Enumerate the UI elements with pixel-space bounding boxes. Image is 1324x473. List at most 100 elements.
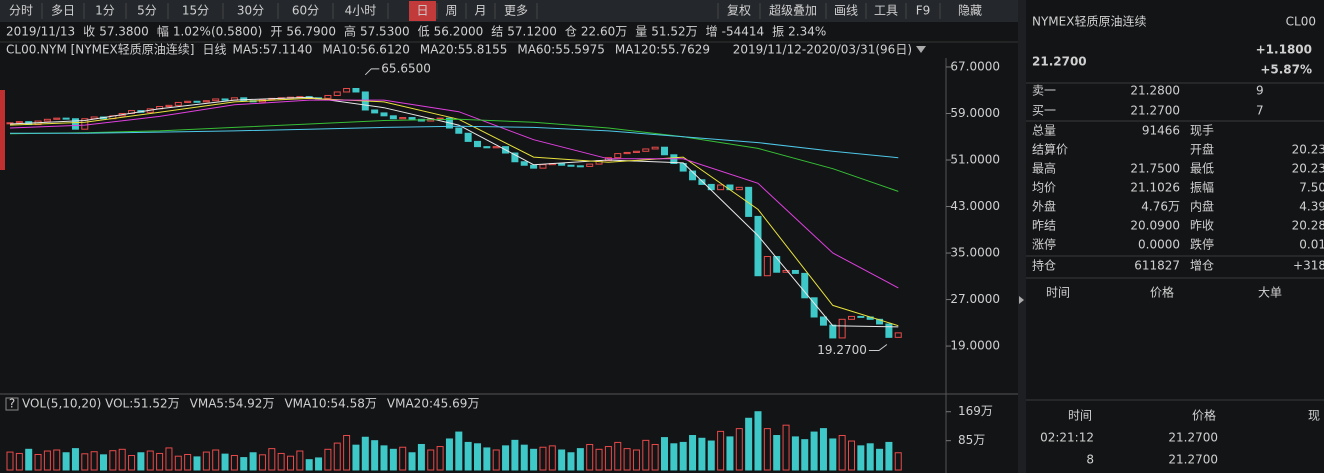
volume-bar	[268, 448, 276, 471]
volume-bar	[492, 449, 500, 471]
candle	[399, 117, 407, 120]
tab[interactable]: 分时	[9, 4, 33, 18]
vol-tick-label: 85万	[958, 433, 985, 447]
candle	[829, 324, 837, 339]
volume-bar	[361, 436, 369, 471]
info-label: 高	[344, 24, 356, 39]
stat-value: 20.23	[1292, 143, 1324, 157]
book-price: 21.2800	[1130, 84, 1180, 98]
info-label: 开	[270, 25, 282, 39]
info-value: 56.7900	[286, 25, 336, 39]
volume-bar	[838, 435, 846, 471]
volume-bar	[763, 428, 771, 471]
candle	[782, 269, 790, 273]
volume-bar	[754, 411, 762, 471]
candle	[735, 186, 743, 191]
tab[interactable]: 更多	[504, 4, 528, 18]
instrument-code: CL00	[1286, 15, 1316, 29]
volume-bar	[137, 452, 145, 471]
info-value: 1.02%(0.5800)	[173, 25, 262, 39]
candle	[43, 118, 51, 122]
book-volume: 7	[1256, 104, 1264, 118]
stat-label: 昨收	[1190, 219, 1214, 233]
stat-value: 21.1026	[1130, 181, 1180, 195]
tool-button[interactable]: F9	[916, 4, 931, 18]
volume-bar	[829, 438, 837, 471]
tool-button[interactable]: 超级叠加	[769, 3, 817, 18]
ma-legend: MA60:55.5975	[517, 43, 605, 57]
tab[interactable]: 30分	[237, 4, 264, 18]
help-box[interactable]	[5, 397, 19, 411]
list-header: 大单	[1258, 286, 1282, 300]
stat-label: 开盘	[1190, 142, 1214, 157]
volume-bar	[100, 454, 107, 471]
y-tick-label: 35.0000	[950, 246, 1000, 260]
stat-label: 总量	[1032, 124, 1056, 138]
candle	[193, 100, 201, 103]
instrument-name: NYMEX轻质原油连续	[1032, 14, 1146, 29]
volume-bar	[62, 452, 70, 471]
tool-button[interactable]: 复权	[727, 4, 751, 18]
volume-bar	[474, 443, 481, 471]
stat-value: 0.01	[1299, 238, 1324, 252]
candle	[333, 91, 341, 96]
info-label: 增	[706, 25, 718, 39]
candle	[576, 165, 584, 168]
tab[interactable]: 5分	[137, 4, 157, 18]
tab[interactable]: 4小时	[345, 4, 377, 18]
tab[interactable]: 周	[445, 4, 457, 18]
price-pct: +5.87%	[1260, 63, 1312, 77]
tab[interactable]: 1分	[95, 4, 115, 18]
tab[interactable]: 15分	[182, 4, 209, 18]
tab[interactable]: 日	[416, 4, 428, 18]
volume-bar	[118, 448, 126, 471]
volume-bar	[586, 443, 594, 471]
stat-value: 0.0000	[1138, 238, 1180, 252]
stat-value: 4.39	[1299, 200, 1324, 214]
stat-value: 20.0900	[1130, 219, 1180, 233]
tool-button[interactable]: 隐藏	[958, 4, 982, 18]
symbol: CL00.NYM [NYMEX轻质原油连续]	[6, 42, 194, 57]
volume-bar	[399, 446, 407, 471]
stat-label: 外盘	[1032, 199, 1056, 214]
ma-legend: MA20:55.8155	[420, 43, 508, 57]
side-strip	[1018, 0, 1026, 473]
volume-bar	[464, 441, 472, 471]
candle	[202, 100, 210, 103]
stat-label: 现手	[1190, 124, 1214, 138]
candle	[754, 215, 762, 277]
volume-bar	[221, 453, 229, 471]
stat-label: 最高	[1032, 161, 1056, 176]
tab[interactable]: 60分	[292, 4, 319, 18]
volume-bar	[632, 449, 640, 471]
candle	[819, 316, 827, 326]
volume-bar	[343, 435, 351, 471]
candle	[763, 256, 771, 277]
stat-value: 20.28	[1292, 219, 1324, 233]
volume-bar	[315, 457, 323, 471]
candle	[614, 153, 622, 159]
volume-bar	[128, 455, 136, 471]
ma-legend: MA5:57.1140	[232, 43, 312, 57]
stat-value: 91466	[1142, 124, 1180, 138]
candle	[567, 164, 575, 167]
volume-bar	[604, 446, 612, 471]
ma-line	[9, 96, 899, 328]
tab[interactable]: 月	[474, 4, 486, 18]
dropdown[interactable]	[916, 46, 926, 53]
stat-value: 21.7500	[1130, 162, 1180, 176]
y-tick-label: 51.0000	[950, 153, 1000, 167]
collapse-arrow[interactable]	[1019, 296, 1024, 304]
tool-button[interactable]: 工具	[874, 4, 898, 18]
tool-button[interactable]: 画线	[834, 4, 858, 18]
tab[interactable]: 多日	[51, 4, 75, 18]
volume-bar	[614, 441, 622, 471]
candle	[408, 117, 416, 120]
volume-bar	[726, 436, 734, 471]
candle	[651, 146, 659, 150]
candle	[632, 150, 640, 153]
help-icon[interactable]: ?	[9, 397, 15, 411]
stat-value: +318	[1293, 259, 1324, 273]
volume-bar	[371, 440, 379, 471]
